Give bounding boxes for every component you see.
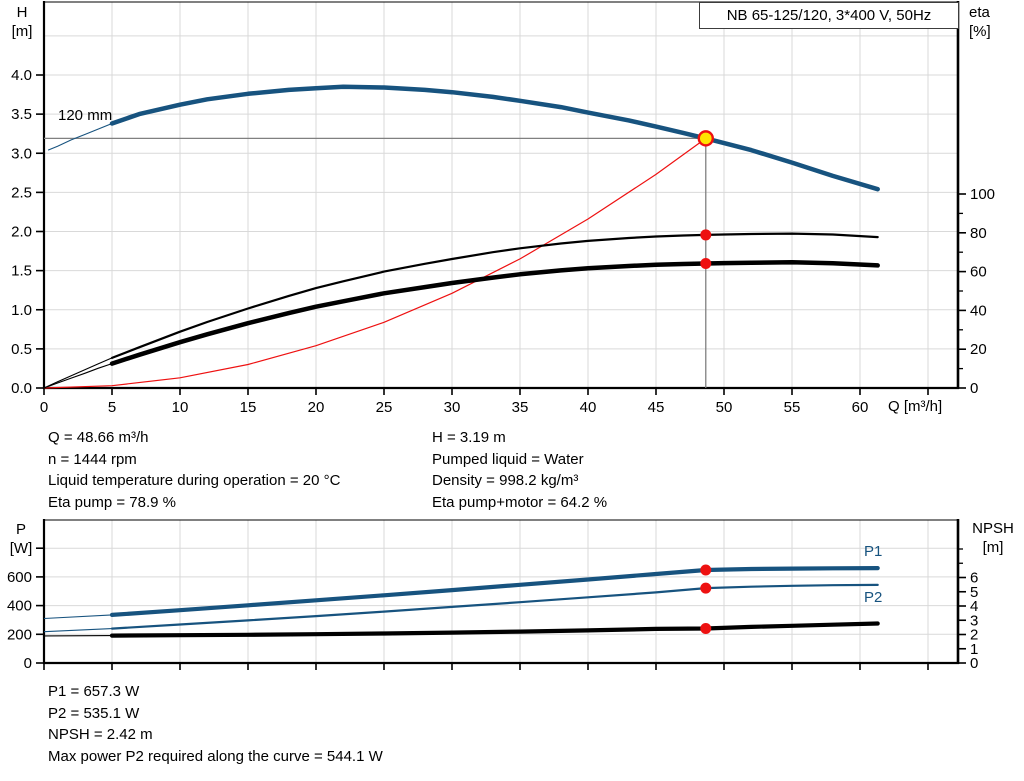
p-axis-title: P [W] [0,520,42,558]
p1-curve [109,566,880,617]
p2-curve [110,583,879,630]
p2-curve-lead-in [43,628,113,633]
head-efficiency-y-right-tick-label: 40 [970,302,987,319]
eta-axis-title-line2: [%] [969,23,991,40]
impeller-diameter-label: 120 mm [58,107,113,124]
head-efficiency-x-tick-label: 60 [852,399,869,416]
power-npsh-y-left-tick-label: 200 [7,626,32,643]
power-npsh-y-right-tick-label: 3 [970,612,978,629]
head-efficiency-y-left-tick-label: 1.5 [11,263,32,280]
head-efficiency-y-left-tick-label: 0.0 [11,380,32,397]
p-axis-title-line2: [W] [9,540,33,557]
head-efficiency-y-left-tick-label: 2.0 [11,224,32,241]
p2-curve-label: P2 [864,589,883,606]
info-line-max-power: Max power P2 required along the curve = … [48,747,383,765]
pump-title-box: NB 65-125/120, 3*400 V, 50Hz [699,2,959,29]
p1-curve-lead-in [43,614,113,620]
head-efficiency-y-right-tick-label: 20 [970,341,987,358]
h-axis-title-line1: H [16,4,28,21]
p2-curve-operating-point-dot [700,582,712,594]
head-efficiency-y-left-tick-label: 0.5 [11,341,32,358]
power-npsh-y-left-tick-label: 600 [7,569,32,586]
head-efficiency-y-left-tick-label: 3.0 [11,145,32,162]
head-efficiency-y-right-tick-label: 0 [970,380,978,397]
power-npsh-y-right-tick-label: 4 [970,598,978,615]
head-efficiency-x-tick-label: 35 [512,399,529,416]
npsh-axis-title: NPSH [m] [964,519,1022,557]
head-efficiency-x-tick-label: 5 [108,399,116,416]
npsh-axis-title-line1: NPSH [972,520,1014,537]
info-line-p1: P1 = 657.3 W [48,683,140,700]
info-line-density: Density = 998.2 kg/m³ [432,472,579,489]
info-line-eta-pump: Eta pump = 78.9 % [48,493,176,511]
head-efficiency-x-tick-label: 15 [240,399,257,416]
info-line-p2: P2 = 535.1 W [48,704,140,722]
info-line-temperature: Liquid temperature during operation = 20… [48,472,341,489]
power-npsh-y-right-tick-label: 1 [970,641,978,658]
pump-curve[interactable] [109,84,880,192]
head-efficiency-y-left-tick-label: 4.0 [11,67,32,84]
duty-point-marker[interactable] [697,130,714,147]
head-efficiency-y-left-tick-label: 1.0 [11,302,32,319]
duty-info-right: H = 3.19 m Pumped liquid = Water Density… [432,427,607,513]
eta-pump-curve [110,232,879,359]
p1-curve-label: P1 [864,543,883,560]
info-line-eta-pump-motor: Eta pump+motor = 64.2 % [432,493,608,511]
head-efficiency-y-left-tick-label: 2.5 [11,184,32,201]
head-efficiency-x-tick-label: 30 [444,399,461,416]
power-npsh-y-left-tick-label: 0 [24,655,32,672]
head-efficiency-y-right-tick-label: 60 [970,264,987,281]
npsh-curve-operating-point-dot [700,623,712,635]
system-curve [43,137,707,389]
head-efficiency-x-tick-label: 20 [308,399,325,416]
p1-curve-operating-point-dot [700,564,712,576]
power-npsh-y-left-tick-label: 400 [7,598,32,615]
q-axis-title: Q [m³/h] [888,398,943,415]
head-efficiency-x-tick-label: 25 [376,399,393,416]
head-efficiency-x-tick-label: 0 [40,399,48,416]
eta-pump-motor-curve [109,260,880,366]
head-efficiency-x-tick-label: 10 [172,399,189,416]
head-efficiency-x-tick-label: 50 [716,399,733,416]
head-efficiency-x-tick-label: 55 [784,399,801,416]
h-axis-title-line2: [m] [11,23,33,40]
power-info-block: P1 = 657.3 W P2 = 535.1 W NPSH = 2.42 m … [48,681,383,767]
eta-pump-motor-curve-operating-point-dot [700,257,712,269]
power-npsh-y-right-tick-label: 0 [970,655,978,672]
info-line-q: Q = 48.66 m³/h [48,429,149,446]
info-line-head: H = 3.19 m [432,429,506,446]
info-line-npsh: NPSH = 2.42 m [48,726,153,743]
duty-info-left: Q = 48.66 m³/h n = 1444 rpm Liquid tempe… [48,427,340,513]
eta-axis-title-line1: eta [969,4,990,21]
head-efficiency-y-right-tick-label: 80 [970,225,987,242]
head-efficiency-y-left-tick-label: 3.5 [11,106,32,123]
pump-curve-lead-in [47,122,113,151]
h-axis-title: H [m] [2,3,42,41]
eta-pump-curve-lead-in [43,357,113,389]
p-axis-title-line1: P [15,521,26,538]
eta-pump-curve-operating-point-dot [700,229,712,241]
info-line-speed: n = 1444 rpm [48,450,137,468]
npsh-axis-title-line2: [m] [982,539,1004,556]
info-line-liquid: Pumped liquid = Water [432,450,584,468]
pump-title: NB 65-125/120, 3*400 V, 50Hz [726,7,932,24]
head-efficiency-y-right-tick-label: 100 [970,186,995,203]
power-npsh-y-right-tick-label: 2 [970,627,978,644]
npsh-curve [109,621,880,638]
head-efficiency-x-tick-label: 45 [648,399,665,416]
eta-pump-motor-curve-lead-in [43,363,113,389]
power-npsh-y-right-tick-label: 5 [970,584,978,601]
eta-axis-title: eta [%] [969,3,1021,41]
power-npsh-y-right-tick-label: 6 [970,570,978,587]
head-efficiency-x-tick-label: 40 [580,399,597,416]
